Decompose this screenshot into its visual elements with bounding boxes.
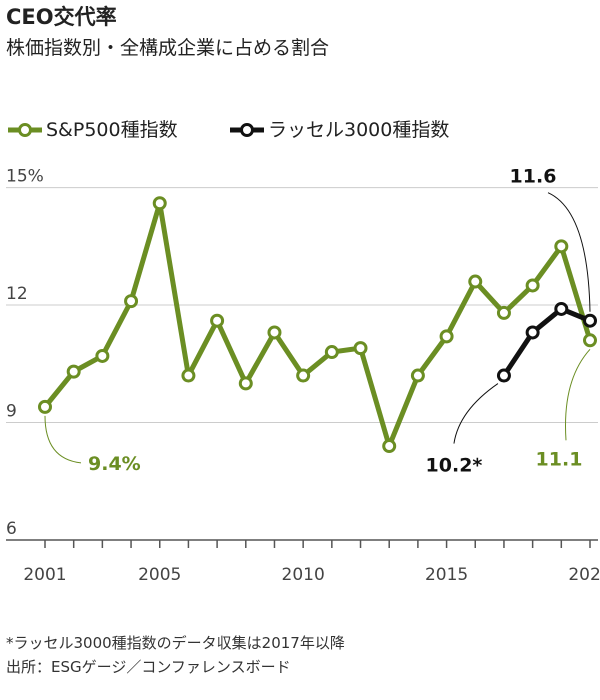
legend-label-sp500: S&P500種指数 [46, 119, 178, 141]
data-point-sp500-2004 [124, 294, 139, 309]
data-point-sp500-2001 [38, 399, 52, 414]
data-point-sp500-2015 [439, 329, 454, 344]
x-tick-label-2005: 2005 [138, 565, 181, 585]
data-point-sp500-2003 [95, 348, 110, 363]
leader-line-sp500-2001 [44, 415, 82, 464]
data-label-russell3000-2020: 11.6 [510, 166, 557, 188]
data-point-sp500-2020 [583, 333, 597, 348]
y-tick-label-12: 12 [6, 284, 28, 304]
legend-label-russell3000: ラッセル3000種指数 [268, 119, 450, 141]
series-line-russell3000 [501, 306, 593, 379]
y-tick-label-6: 6 [6, 519, 17, 539]
data-point-sp500-2002 [66, 364, 81, 379]
data-point-sp500-2013 [382, 439, 397, 454]
data-point-sp500-2011 [324, 345, 339, 360]
data-point-russell3000-2018 [525, 325, 540, 340]
data-point-sp500-2017 [496, 305, 511, 320]
line-chart: 15% 12 9 6 2001 2005 2010 2015 2020 9.4% 10.2* 11.6… [6, 166, 600, 585]
x-tick-label-2015: 2015 [425, 565, 468, 585]
x-tick-label-2010: 2010 [282, 565, 325, 585]
data-point-sp500-2005 [152, 196, 167, 211]
data-label-sp500-2020: 11.1 [536, 448, 583, 470]
series-line-sp500 [42, 200, 593, 449]
data-point-russell3000-2020 [583, 313, 597, 328]
footnote-data-collection: *ラッセル3000種指数のデータ収集は2017年以降 [6, 634, 345, 652]
data-point-sp500-2008 [238, 376, 253, 391]
data-point-russell3000-2017 [496, 368, 511, 383]
legend-swatch-sp500 [8, 123, 42, 137]
data-point-sp500-2009 [267, 325, 282, 340]
x-tick-label-2001: 2001 [23, 565, 66, 585]
leader-line-russell3000-2017 [453, 383, 499, 444]
data-point-sp500-2019 [554, 239, 569, 254]
data-label-russell3000-2017: 10.2* [426, 455, 483, 477]
data-point-sp500-2010 [296, 368, 311, 383]
data-point-sp500-2016 [468, 274, 483, 289]
legend-swatch-russell3000 [230, 123, 264, 137]
y-tick-label-9: 9 [6, 402, 17, 422]
data-point-sp500-2007 [210, 313, 225, 328]
footnote-source: 出所：ESGゲージ／コンファレンスボード [6, 658, 291, 676]
data-point-russell3000-2019 [554, 301, 569, 316]
chart-title: CEO交代率 [6, 5, 117, 29]
leader-line-sp500-2020 [565, 348, 591, 441]
data-point-sp500-2014 [410, 368, 425, 383]
data-point-sp500-2018 [525, 278, 540, 293]
data-point-sp500-2012 [353, 341, 368, 356]
x-tick-label-2020: 2020 [568, 565, 600, 585]
data-point-sp500-2006 [181, 368, 196, 383]
chart-subtitle: 株価指数別・全構成企業に占める割合 [6, 37, 330, 59]
y-tick-label-15: 15% [6, 167, 44, 187]
leader-line-russell3000-2020 [547, 192, 591, 312]
data-label-sp500-2001: 9.4% [88, 453, 141, 475]
